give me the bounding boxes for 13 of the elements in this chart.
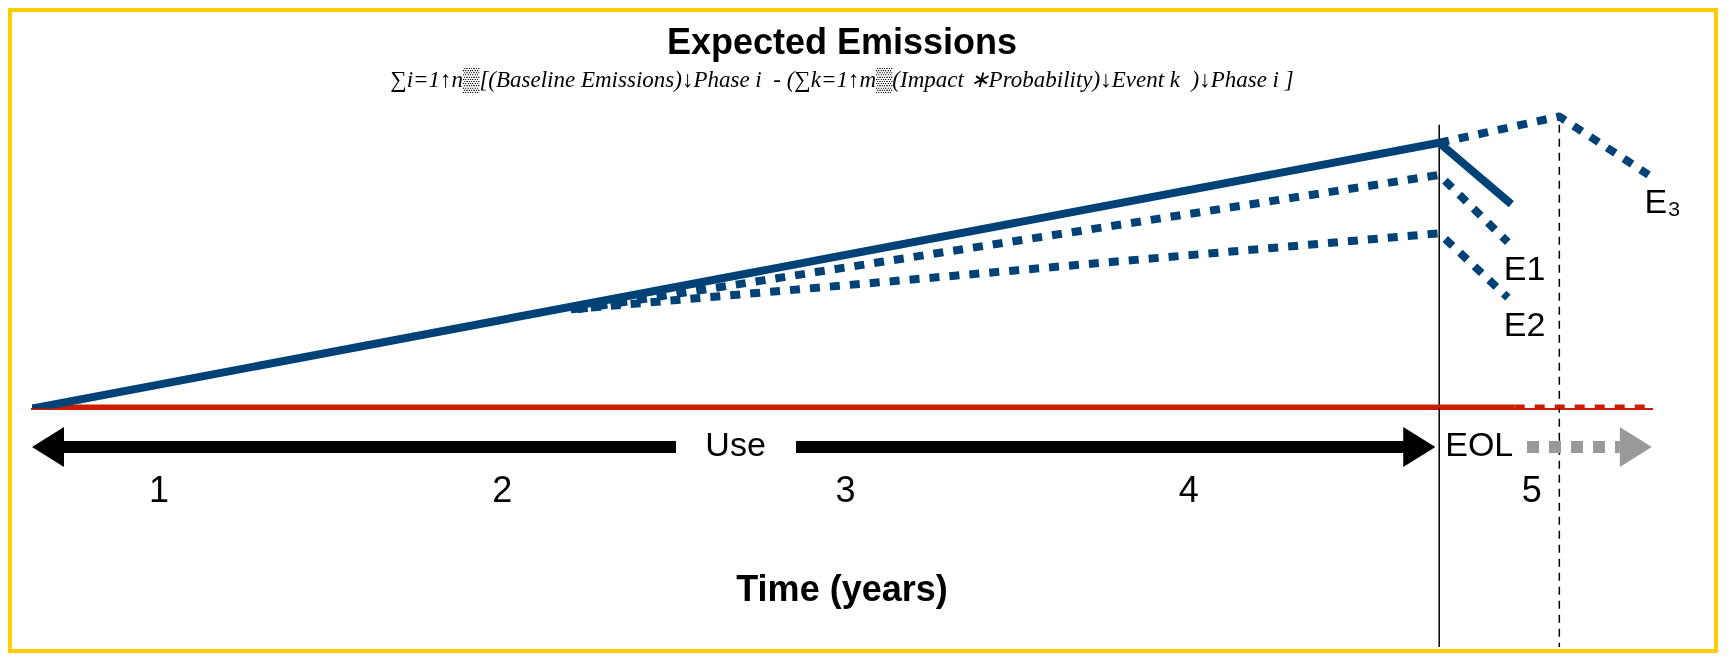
text: Use xyxy=(675,424,796,464)
x-tick-label: 1 xyxy=(148,469,170,511)
x-tick-label: 5 xyxy=(1521,469,1542,511)
x-tick-label: 2 xyxy=(492,469,513,511)
series-label: E1 xyxy=(1503,249,1546,288)
series-label: E2 xyxy=(1503,304,1546,343)
chart-subtitle: ∑i=1↑n▒[(Baseline Emissions)↓Phase i - (∑k=1↑m▒(Impact ∗Probability)↓Event k )↓Phase i ] xyxy=(390,67,1294,94)
text: EOL xyxy=(1445,424,1514,464)
x-axis-title: Time (years) xyxy=(736,568,948,610)
x-tick-label: 3 xyxy=(835,469,856,511)
x-tick-label: 4 xyxy=(1178,469,1199,511)
series-label: E₃ xyxy=(1644,182,1682,221)
chart-title: Expected Emissions xyxy=(666,20,1018,62)
